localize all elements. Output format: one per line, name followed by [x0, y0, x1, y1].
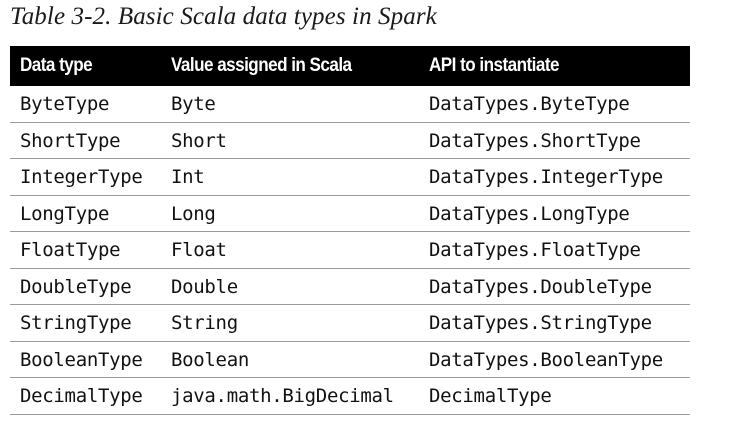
- cell-scala-value: Boolean: [171, 348, 249, 371]
- cell-scala-value: Short: [171, 129, 227, 152]
- cell-scala-value: Float: [171, 239, 227, 261]
- cell-data-type: ByteType: [20, 93, 110, 115]
- cell-data-type: DecimalType: [20, 385, 143, 407]
- header-api-to-instantiate: API to instantiate: [429, 55, 559, 76]
- cell-api: DataTypes.BooleanType: [429, 348, 663, 371]
- data-types-table: Data type Value assigned in Scala API to…: [10, 46, 690, 415]
- cell-api: DataTypes.FloatType: [429, 239, 641, 261]
- table-row: ByteType Byte DataTypes.ByteType: [10, 86, 690, 123]
- table-row: DoubleType Double DataTypes.DoubleType: [10, 269, 690, 305]
- table-row: IntegerType Int DataTypes.IntegerType: [10, 159, 690, 196]
- cell-api: DataTypes.LongType: [429, 202, 630, 225]
- cell-data-type: IntegerType: [20, 166, 143, 188]
- cell-api: DecimalType: [429, 385, 552, 407]
- table-row: ShortType Short DataTypes.ShortType: [10, 123, 690, 159]
- cell-data-type: FloatType: [20, 239, 121, 261]
- cell-data-type: LongType: [20, 202, 110, 225]
- table-row: LongType Long DataTypes.LongType: [10, 196, 690, 232]
- cell-scala-value: Long: [171, 202, 216, 225]
- table-caption: Table 3-2. Basic Scala data types in Spa…: [10, 3, 437, 30]
- cell-data-type: StringType: [20, 312, 132, 334]
- cell-scala-value: Int: [171, 166, 205, 188]
- header-data-type: Data type: [20, 55, 93, 76]
- table-row: DecimalType java.math.BigDecimal Decimal…: [10, 378, 690, 415]
- cell-data-type: DoubleType: [20, 275, 132, 298]
- table-row: FloatType Float DataTypes.FloatType: [10, 232, 690, 269]
- cell-scala-value: java.math.BigDecimal: [171, 385, 394, 407]
- table-row: BooleanType Boolean DataTypes.BooleanTyp…: [10, 342, 690, 378]
- cell-data-type: ShortType: [20, 129, 121, 152]
- cell-api: DataTypes.StringType: [429, 312, 652, 334]
- table-row: StringType String DataTypes.StringType: [10, 305, 690, 342]
- cell-api: DataTypes.IntegerType: [429, 166, 663, 188]
- cell-scala-value: Byte: [171, 93, 216, 115]
- header-value-assigned: Value assigned in Scala: [171, 55, 352, 76]
- cell-data-type: BooleanType: [20, 348, 143, 371]
- cell-api: DataTypes.ShortType: [429, 129, 641, 152]
- cell-scala-value: Double: [171, 275, 238, 298]
- cell-scala-value: String: [171, 312, 238, 334]
- cell-api: DataTypes.DoubleType: [429, 275, 652, 298]
- table-header-row: Data type Value assigned in Scala API to…: [10, 46, 690, 86]
- cell-api: DataTypes.ByteType: [429, 93, 630, 115]
